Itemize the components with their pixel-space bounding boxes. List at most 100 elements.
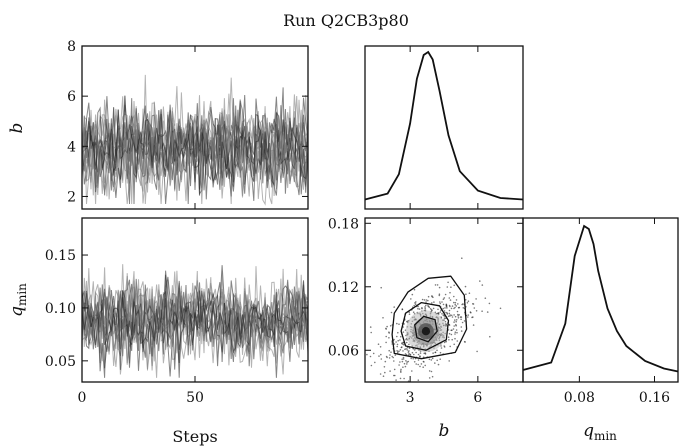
scatter-point — [448, 332, 451, 335]
scatter-point — [432, 307, 435, 310]
scatter-point — [461, 303, 463, 306]
trace-qmin-panel: 0.05 0.10 0.15 0 50 qmin Steps — [7, 217, 309, 446]
scatter-point — [403, 323, 405, 325]
scatter-point — [406, 349, 409, 351]
scatter-point — [374, 361, 376, 364]
scatter-point — [397, 331, 399, 334]
scatter-point — [385, 327, 387, 330]
scatter-point — [401, 358, 404, 361]
scatter-point — [431, 302, 433, 304]
scatter-point — [412, 311, 415, 314]
scatter-point — [472, 324, 475, 326]
scatter-point — [370, 331, 373, 334]
scatter-point — [399, 339, 401, 341]
y-tick-label: 0.06 — [328, 343, 359, 359]
scatter-point — [451, 316, 454, 318]
scatter-point — [424, 364, 427, 367]
contour-outer — [391, 275, 468, 360]
scatter-point — [405, 348, 407, 350]
scatter-point — [438, 293, 441, 296]
scatter-point — [398, 323, 400, 326]
scatter-point — [425, 304, 427, 307]
trace-qmin-ylabel-main: q — [7, 306, 27, 317]
scatter-point — [466, 302, 469, 304]
scatter-point — [472, 303, 474, 305]
scatter-point — [422, 360, 425, 363]
scatter-point — [443, 317, 446, 320]
marginal-qmin-xlabel-sub: min — [594, 429, 617, 443]
scatter-point — [484, 297, 487, 300]
scatter-point — [397, 351, 399, 353]
scatter-point — [400, 370, 402, 372]
scatter-point — [436, 349, 438, 352]
scatter-point — [402, 341, 404, 344]
scatter-point — [464, 299, 467, 301]
y-tick-label: 0.18 — [328, 216, 359, 232]
marginal-qmin-xlabel: qmin — [583, 421, 617, 443]
scatter-point — [438, 294, 441, 297]
scatter-point — [454, 315, 457, 318]
scatter-point — [449, 315, 451, 317]
y-tick-label: 0.05 — [45, 354, 76, 370]
scatter-point — [369, 355, 372, 358]
scatter-point — [400, 371, 402, 373]
scatter-point — [464, 285, 467, 288]
scatter-point — [384, 371, 386, 374]
marginal-qmin-curve — [522, 224, 679, 373]
x-tick-label: 6 — [473, 390, 482, 406]
scatter-point — [419, 355, 421, 358]
scatter-point — [472, 316, 474, 318]
scatter-point — [402, 366, 404, 369]
scatter-point — [394, 354, 397, 356]
scatter-point — [442, 307, 445, 310]
scatter-point — [399, 349, 402, 351]
scatter-point — [366, 353, 368, 356]
scatter-point — [377, 343, 380, 346]
joint-contours — [391, 275, 468, 360]
scatter-point — [488, 302, 491, 305]
scatter-point — [413, 361, 416, 363]
scatter-point — [465, 293, 467, 296]
scatter-point — [401, 346, 403, 348]
scatter-point — [395, 379, 397, 381]
scatter-point — [410, 357, 413, 360]
scatter-point — [402, 358, 405, 360]
scatter-point — [380, 358, 383, 360]
marginal-qmin-frame — [522, 217, 679, 383]
scatter-point — [439, 311, 442, 313]
scatter-point — [385, 341, 387, 344]
joint-frame — [364, 217, 524, 383]
scatter-point — [408, 343, 410, 346]
scatter-point — [408, 352, 410, 355]
scatter-point — [453, 321, 455, 323]
trace-b-panel: 2 4 6 8 b — [7, 39, 309, 210]
scatter-point — [455, 319, 458, 321]
scatter-point — [417, 307, 419, 310]
scatter-point — [415, 351, 417, 354]
scatter-point — [386, 356, 388, 359]
joint-panel: 0.06 0.12 0.18 3 6 b — [328, 216, 524, 441]
scatter-point — [460, 326, 463, 328]
scatter-point — [455, 305, 458, 307]
walker-line — [81, 95, 309, 205]
scatter-point — [457, 313, 459, 316]
scatter-point — [448, 360, 451, 362]
scatter-point — [403, 377, 405, 380]
scatter-point — [449, 291, 451, 294]
scatter-point — [424, 307, 427, 310]
scatter-point — [404, 348, 406, 351]
scatter-point — [449, 345, 452, 348]
scatter-point — [434, 362, 436, 364]
scatter-point — [403, 362, 406, 365]
joint-xlabel: b — [439, 421, 450, 441]
scatter-point — [470, 311, 472, 314]
scatter-point — [430, 309, 433, 311]
scatter-point — [473, 307, 476, 309]
scatter-point — [394, 374, 396, 377]
scatter-point — [408, 313, 411, 316]
scatter-point — [393, 306, 396, 308]
scatter-point — [437, 312, 439, 315]
walker-line — [81, 87, 309, 205]
scatter-point — [388, 357, 391, 359]
marginal-qmin-panel: 0.08 0.16 qmin — [522, 217, 679, 443]
